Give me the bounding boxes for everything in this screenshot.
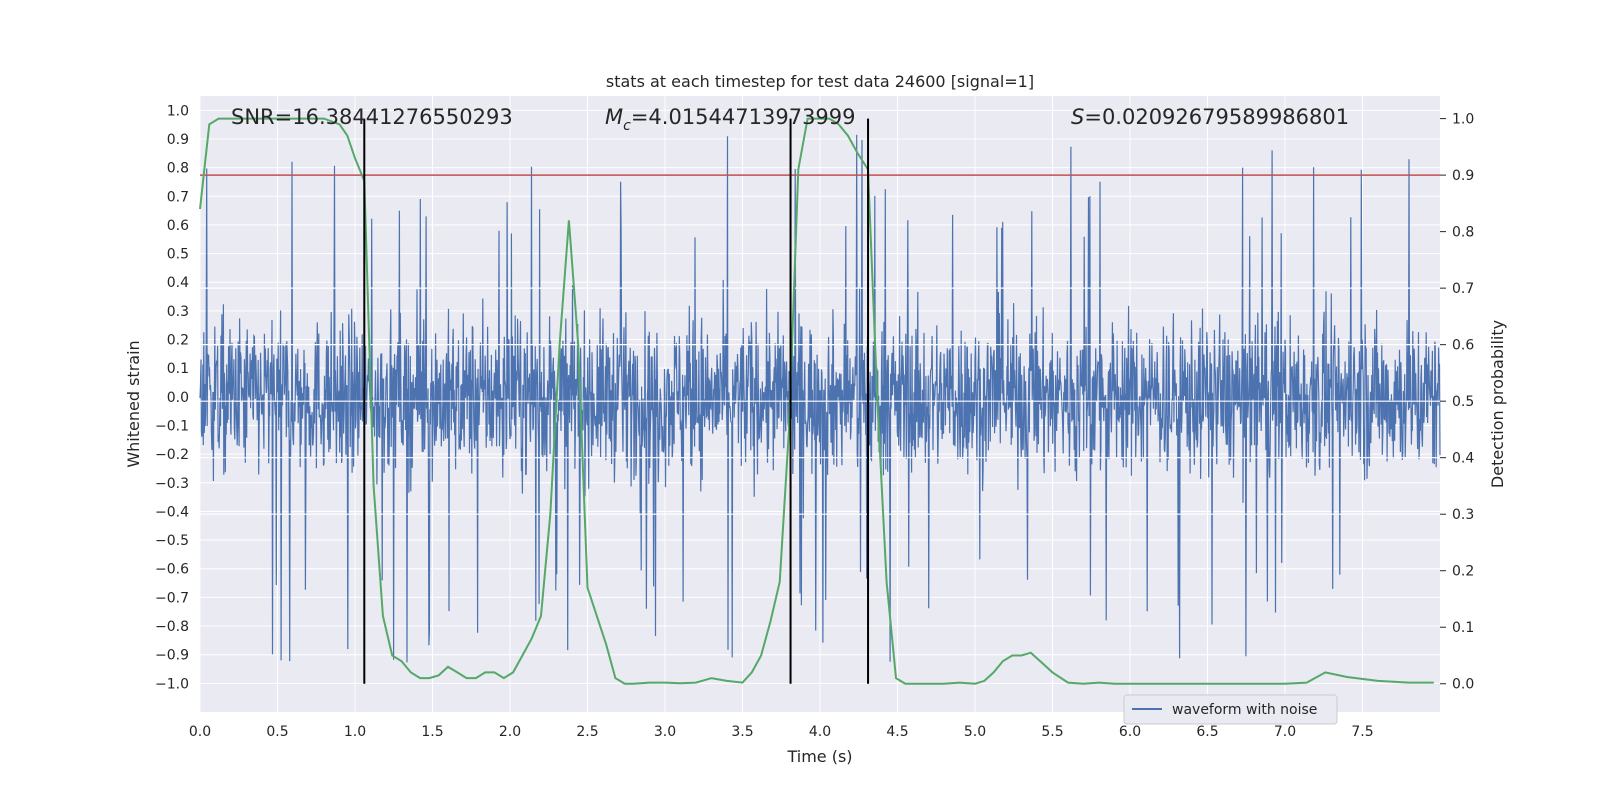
y-right-tick-label: 0.0 bbox=[1452, 677, 1474, 693]
y-axis-label-right: Detection probability bbox=[1488, 320, 1507, 488]
y-right-tick-label: 0.2 bbox=[1452, 564, 1474, 580]
x-tick-label: 6.0 bbox=[1119, 724, 1141, 740]
y-right-tick-label: 0.8 bbox=[1452, 225, 1474, 241]
x-tick-label: 4.5 bbox=[886, 724, 908, 740]
x-tick-label: 5.0 bbox=[964, 724, 986, 740]
y-right-tick-label: 0.1 bbox=[1452, 620, 1474, 636]
x-tick-label: 5.5 bbox=[1041, 724, 1063, 740]
strain-series bbox=[199, 134, 1441, 663]
strain-line bbox=[199, 134, 1441, 663]
legend-label: waveform with noise bbox=[1172, 702, 1317, 718]
y-left-tick-labels: 1.0 0.9 0.8 0.7 0.6 0.5 0.4 0.3 0.2 0.1 0.0 −0.1 −0.… bbox=[155, 103, 189, 692]
y-left-tick-label: −0.3 bbox=[155, 476, 189, 492]
x-tick-label: 2.5 bbox=[576, 724, 598, 740]
y-axis-label-left: Whitened strain bbox=[124, 340, 143, 467]
y-left-tick-label: 0.9 bbox=[167, 132, 189, 148]
y-right-tick-labels: 1.0 0.9 0.8 0.7 0.6 0.5 0.4 0.3 0.2 0.1 0.0 bbox=[1440, 112, 1474, 693]
x-axis-label: Time (s) bbox=[786, 747, 852, 766]
mc-subscript: c bbox=[623, 118, 631, 134]
legend-box bbox=[1123, 694, 1338, 725]
y-left-tick-label: −0.9 bbox=[155, 648, 189, 664]
y-right-tick-label: 0.9 bbox=[1452, 168, 1474, 184]
y-left-tick-label: −0.8 bbox=[155, 619, 189, 635]
y-left-tick-label: −0.1 bbox=[155, 418, 189, 434]
y-right-tick-label: 0.5 bbox=[1452, 394, 1474, 410]
x-tick-label: 1.0 bbox=[344, 724, 366, 740]
legend: waveform with noise bbox=[1123, 694, 1338, 725]
y-left-tick-label: −0.7 bbox=[155, 590, 189, 606]
y-right-tick-label: 0.7 bbox=[1452, 281, 1474, 297]
y-left-tick-label: 0.3 bbox=[167, 304, 189, 320]
y-right-tick-label: 1.0 bbox=[1452, 112, 1474, 128]
white-bands bbox=[200, 287, 1440, 515]
y-left-tick-label: 0.5 bbox=[167, 247, 189, 263]
x-tick-label: 3.5 bbox=[731, 724, 753, 740]
event-lines bbox=[363, 118, 870, 684]
y-left-tick-label: −0.5 bbox=[155, 533, 189, 549]
y-right-tick-label: 0.6 bbox=[1452, 338, 1474, 354]
chirp-mass-annotation: Mc=4.01544713973999 bbox=[605, 105, 856, 134]
x-tick-label: 3.0 bbox=[654, 724, 676, 740]
y-right-tick-label: 0.3 bbox=[1452, 507, 1474, 523]
y-right-tick-label: 0.4 bbox=[1452, 451, 1474, 467]
y-left-tick-label: 0.4 bbox=[167, 275, 189, 291]
x-tick-labels: 0.0 0.5 1.0 1.5 2.0 2.5 3.0 3.5 4.0 4.5 5.0 5.5 6.0 6… bbox=[189, 724, 1374, 740]
y-left-tick-label: 0.2 bbox=[167, 333, 189, 349]
y-left-tick-label: −0.2 bbox=[155, 447, 189, 463]
y-left-tick-label: −1.0 bbox=[155, 676, 189, 692]
x-tick-label: 0.5 bbox=[266, 724, 288, 740]
x-tick-label: 4.0 bbox=[809, 724, 831, 740]
y-left-tick-label: 1.0 bbox=[167, 103, 189, 119]
mc-value: =4.01544713973999 bbox=[631, 105, 856, 129]
snr-annotation: SNR=16.38441276550293 bbox=[231, 105, 513, 129]
y-left-tick-label: 0.8 bbox=[167, 161, 189, 177]
mc-symbol: M bbox=[605, 105, 623, 129]
x-tick-label: 2.0 bbox=[499, 724, 521, 740]
x-tick-label: 7.0 bbox=[1274, 724, 1296, 740]
y-left-tick-label: −0.6 bbox=[155, 562, 189, 578]
s-annotation: S=0.02092679589986801 bbox=[1071, 105, 1349, 129]
y-left-tick-label: 0.7 bbox=[167, 189, 189, 205]
y-left-tick-label: −0.4 bbox=[155, 504, 189, 520]
s-value: =0.02092679589986801 bbox=[1084, 105, 1349, 129]
y-left-tick-label: 0.6 bbox=[167, 218, 189, 234]
chart-title: stats at each timestep for test data 246… bbox=[606, 72, 1034, 91]
probability-series bbox=[199, 117, 1440, 685]
x-tick-label: 6.5 bbox=[1196, 724, 1218, 740]
y-left-tick-label: 0.0 bbox=[167, 390, 189, 406]
y-left-tick-label: 0.1 bbox=[167, 361, 189, 377]
x-tick-label: 7.5 bbox=[1351, 724, 1373, 740]
s-symbol: S bbox=[1071, 105, 1084, 129]
detection-probability-line bbox=[199, 117, 1434, 685]
x-tick-label: 1.5 bbox=[421, 724, 443, 740]
x-tick-label: 0.0 bbox=[189, 724, 211, 740]
